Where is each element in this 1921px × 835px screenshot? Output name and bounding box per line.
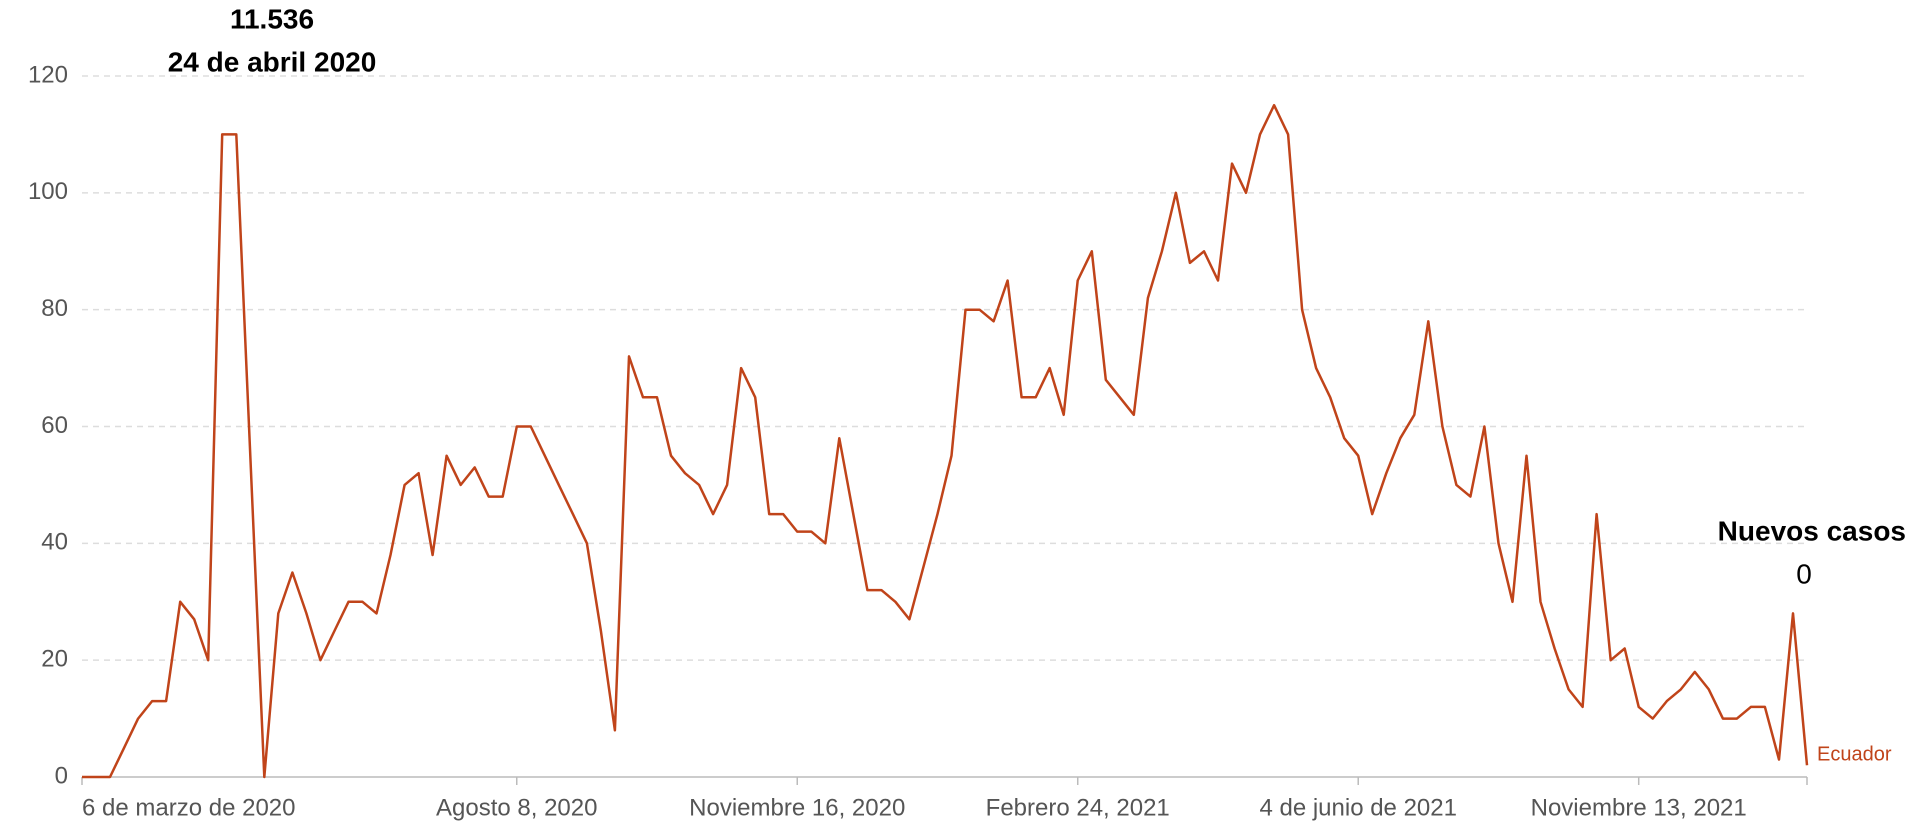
peak-date: 24 de abril 2020: [168, 46, 377, 77]
x-tick-label: Noviembre 13, 2021: [1531, 794, 1747, 821]
last-label: Nuevos casos: [1718, 515, 1906, 546]
y-tick-label: 20: [41, 646, 68, 673]
y-tick-label: 60: [41, 412, 68, 439]
series-label: Ecuador: [1817, 744, 1892, 766]
y-tick-label: 80: [41, 295, 68, 322]
peak-value: 11.536: [230, 3, 314, 34]
y-tick-label: 100: [28, 178, 68, 205]
y-tick-label: 40: [41, 529, 68, 556]
x-tick-label: Febrero 24, 2021: [986, 794, 1170, 821]
x-tick-label: Agosto 8, 2020: [436, 794, 597, 821]
x-tick-label: Noviembre 16, 2020: [689, 794, 905, 821]
y-tick-label: 0: [55, 762, 68, 789]
x-tick-label: 6 de marzo de 2020: [82, 794, 295, 821]
x-tick-label: 4 de junio de 2021: [1259, 794, 1457, 821]
series-line: [82, 103, 1809, 779]
y-tick-label: 120: [28, 61, 68, 88]
last-value: 0: [1796, 558, 1812, 589]
